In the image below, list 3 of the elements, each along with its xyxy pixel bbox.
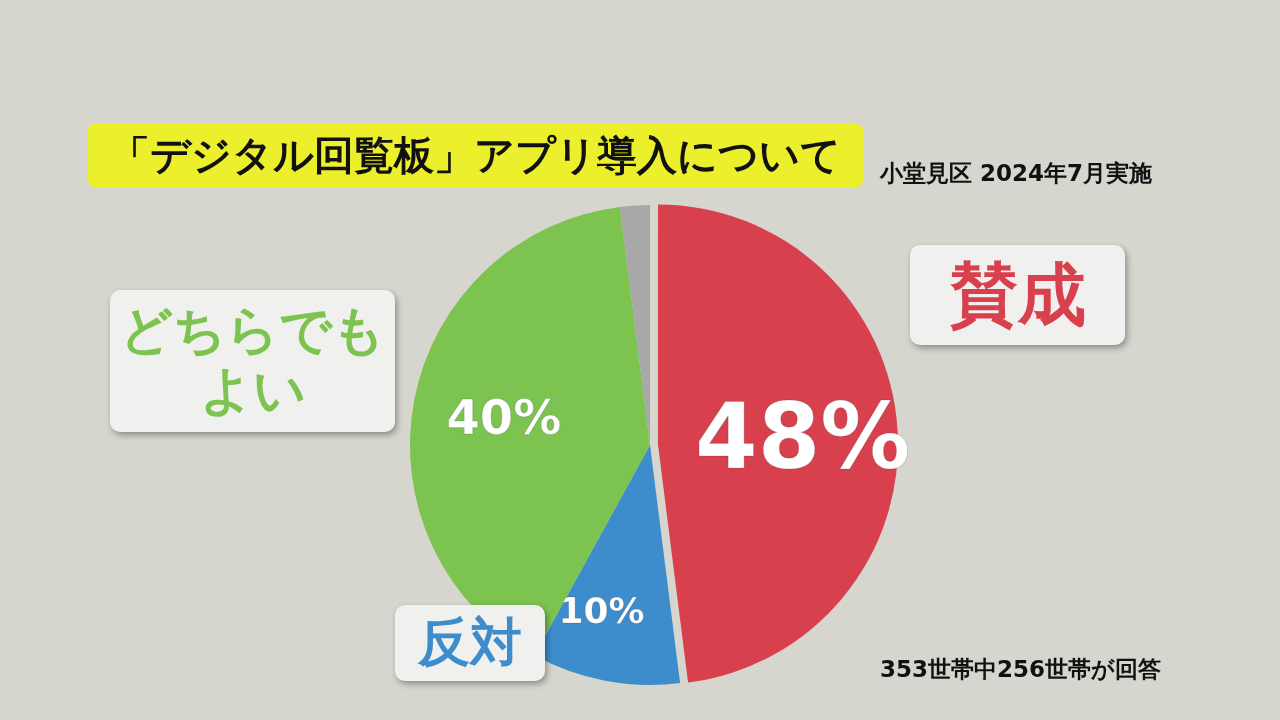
- title: 「デジタル回覧板」アプリ導入について: [88, 124, 863, 187]
- subtitle: 小堂見区 2024年7月実施: [880, 159, 1153, 188]
- annotation: 353世帯中256世帯が回答: [880, 655, 1162, 684]
